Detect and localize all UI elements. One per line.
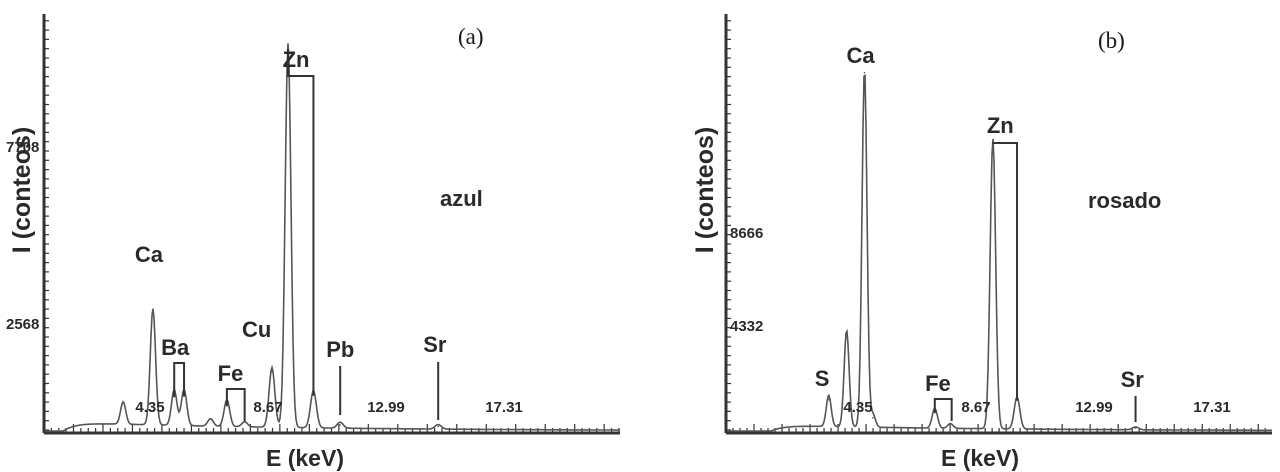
peak-point-zn <box>992 140 994 142</box>
peak-point-ca <box>152 314 154 316</box>
panel-a: Ca Ba Fe Cu Zn Pb Sr 4.35 8.67 12.99 17.31 2568 7708… <box>6 14 620 471</box>
x-axis-title: E (keV) <box>941 445 1019 471</box>
x-tick-label: 8.67 <box>253 399 282 416</box>
panel-b: S Ca Fe Zn Sr 4.35 8.67 12.99 17.31 4332 8666 I (co… <box>691 14 1272 471</box>
element-label-sr: Sr <box>423 332 447 357</box>
x-tick-label: 12.99 <box>367 399 405 416</box>
panel-label: (b) <box>1098 28 1125 53</box>
bracket-fe <box>225 388 246 421</box>
peak-point-s <box>827 398 830 401</box>
element-label-fe: Fe <box>925 371 951 396</box>
bracket-fe <box>933 398 953 421</box>
element-label-zn: Zn <box>283 47 310 72</box>
element-label-ca: Ca <box>847 43 876 68</box>
bracket-zn <box>287 48 315 396</box>
x-tick-label: 4.35 <box>135 399 164 416</box>
peak-point-zn <box>287 46 289 48</box>
spectrum-line <box>727 74 1272 432</box>
peak-point-ca <box>872 416 874 419</box>
y-axis-title: I (conteos) <box>8 127 36 253</box>
sample-label: azul <box>440 186 483 211</box>
peak-point-sr <box>1134 427 1137 430</box>
element-label-ba: Ba <box>161 335 190 360</box>
spectrum-line <box>45 43 620 432</box>
bracket-ba <box>173 362 186 398</box>
peak-point-pb <box>339 424 342 426</box>
sample-label: rosado <box>1088 188 1161 213</box>
y-tick-label: 4332 <box>730 318 763 335</box>
bracket-zn <box>991 142 1019 401</box>
x-tick-label: 17.31 <box>485 399 523 416</box>
peak-point-sr <box>437 425 440 428</box>
element-label-sr: Sr <box>1121 367 1145 392</box>
y-tick-label: 8666 <box>730 225 763 242</box>
peak-point-cu <box>271 370 273 373</box>
panel-label: (a) <box>458 24 484 49</box>
x-tick-label: 17.31 <box>1193 399 1231 416</box>
element-label-pb: Pb <box>326 337 354 362</box>
y-axis-title: I (conteos) <box>691 127 719 253</box>
peak-point-ca <box>863 72 866 74</box>
element-label-ca: Ca <box>135 242 164 267</box>
element-label-fe: Fe <box>218 361 244 386</box>
element-label-s: S <box>815 366 830 391</box>
x-axis-title: E (keV) <box>266 445 344 471</box>
element-label-zn: Zn <box>987 113 1014 138</box>
x-tick-label: 8.67 <box>961 399 990 416</box>
element-label-cu: Cu <box>242 317 271 342</box>
y-tick-label: 7708 <box>6 139 39 156</box>
y-tick-label: 2568 <box>6 316 39 333</box>
x-tick-label: 12.99 <box>1075 399 1113 416</box>
x-tick-label: 4.35 <box>843 399 872 416</box>
